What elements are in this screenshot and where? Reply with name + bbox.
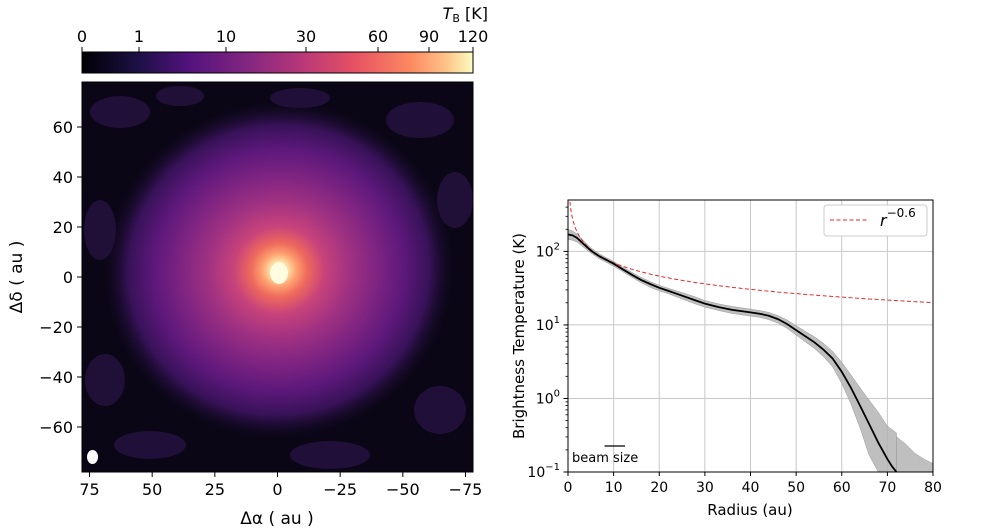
plot-x-tick-label: 20: [650, 480, 668, 496]
colorbar-tick-label: 120: [458, 27, 489, 46]
image-x-tick-label: 75: [79, 480, 99, 499]
image-x-tick-label: −25: [323, 480, 357, 499]
legend-label-powerlaw: r−0.6: [880, 206, 916, 230]
beam-ellipse: [87, 450, 99, 464]
legend: r−0.6: [823, 204, 928, 237]
colorbar-tick-label: 30: [296, 27, 316, 46]
profile-line: [568, 233, 898, 472]
disk-image-panel: 75 50 25 0 −25 −50 −75 60 40 20 0 −20 −40 −60 Δα ( a…: [7, 81, 482, 529]
plot-x-tick-label: 80: [924, 480, 942, 496]
plot-x-tick-label: 10: [605, 480, 623, 496]
image-x-ticks: 75 50 25 0 −25 −50 −75: [79, 472, 482, 499]
colorbar-tick-label: 90: [419, 27, 439, 46]
plot-x-label: Radius (au): [707, 501, 792, 519]
disk-peak: [270, 262, 288, 284]
plot-x-tick-label: 70: [878, 480, 896, 496]
uncertainty-band: [568, 229, 897, 472]
powerlaw-line: [569, 200, 931, 303]
image-x-tick-label: 50: [142, 480, 162, 499]
image-y-tick-label: −60: [39, 418, 73, 437]
image-x-tick-label: −50: [386, 480, 420, 499]
image-y-tick-label: −40: [39, 368, 73, 387]
colorbar-tick-label: 1: [134, 27, 144, 46]
image-y-tick-label: 20: [53, 218, 73, 237]
noise-blobs: [84, 86, 473, 469]
image-y-tick-label: 40: [53, 168, 73, 187]
plot-y-tick-label: 10−1: [527, 462, 560, 481]
colorbar-label: TB [K]: [443, 4, 488, 25]
plot-x-tick-label: 30: [696, 480, 714, 496]
image-x-tick-label: −75: [449, 480, 483, 499]
colorbar-gradient: [81, 51, 474, 74]
colorbar-tick-label: 10: [216, 27, 236, 46]
plot-y-tick-label: 100: [536, 388, 560, 407]
colorbar-tick-label: 0: [77, 27, 87, 46]
image-x-label: Δα ( au ): [240, 509, 314, 529]
uncertainty-band-tail: [896, 436, 933, 472]
plot-y-tick-label: 101: [536, 315, 560, 334]
image-y-tick-label: 0: [63, 268, 73, 287]
colorbar: TB [K] 0 1 10 30 60 90 120: [77, 4, 488, 74]
radial-profile-panel: 0 10 20 30 40 50 60 70 80 10−1 100 101 102 Radius (…: [510, 199, 942, 519]
plot-x-ticks: 0 10 20 30 40 50 60 70 80: [564, 472, 942, 496]
colorbar-tick-label: 60: [368, 27, 388, 46]
image-y-tick-label: 60: [53, 118, 73, 137]
beam-size-label: beam size: [572, 451, 638, 466]
plot-y-tick-label: 102: [536, 241, 560, 260]
image-content: [84, 86, 473, 469]
image-y-label: Δδ ( au ): [7, 241, 27, 314]
image-y-ticks: 60 40 20 0 −20 −40 −60: [39, 118, 82, 437]
image-x-tick-label: 0: [272, 480, 282, 499]
plot-y-ticks: 10−1 100 101 102: [527, 206, 568, 481]
plot-x-tick-label: 0: [564, 480, 573, 496]
plot-x-tick-label: 40: [742, 480, 760, 496]
image-y-tick-label: −20: [39, 318, 73, 337]
colorbar-ticks: 0 1 10 30 60 90 120: [77, 27, 488, 52]
plot-grid: [568, 200, 933, 472]
plot-x-tick-label: 60: [833, 480, 851, 496]
plot-x-tick-label: 50: [787, 480, 805, 496]
legend-box: [823, 204, 928, 237]
plot-y-label: Brightness Temperature (K): [510, 233, 528, 439]
beam-size-marker: beam size: [572, 445, 638, 466]
image-x-tick-label: 25: [205, 480, 225, 499]
